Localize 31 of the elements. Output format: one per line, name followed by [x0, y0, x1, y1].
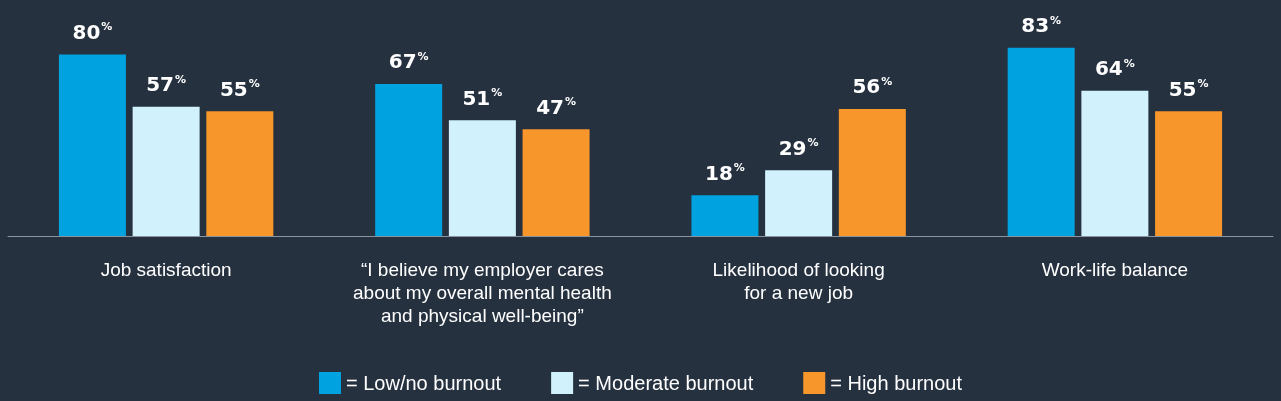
data-label: 67% [388, 49, 429, 74]
bar [1081, 90, 1149, 236]
data-label: 80% [72, 19, 113, 44]
bar [132, 106, 200, 236]
data-label: 56% [852, 74, 893, 99]
legend-label: = Low/no burnout [346, 372, 502, 394]
bar [448, 120, 516, 236]
data-label: 55% [219, 76, 260, 101]
data-label: 55% [1168, 76, 1209, 101]
bar [1007, 47, 1075, 236]
x-tick-label: Job satisfaction [100, 259, 232, 280]
data-label: 83% [1021, 13, 1062, 38]
data-label: 51% [462, 85, 503, 110]
data-label: 29% [778, 135, 819, 160]
bar [206, 111, 274, 236]
data-label: 47% [536, 94, 577, 119]
bar [522, 129, 590, 236]
bar [1155, 111, 1223, 236]
bar [838, 108, 906, 236]
legend-label: = Moderate burnout [578, 372, 754, 394]
bar [691, 195, 759, 236]
data-label: 64% [1094, 56, 1135, 81]
bar [58, 54, 126, 236]
x-tick-label: “I believe my employer cares about my overall mental health and physical well-being” [352, 259, 612, 326]
x-tick-label: Work-life balance [1041, 259, 1189, 280]
bar [765, 170, 833, 236]
x-tick-label: Likelihood of looking for a new job [712, 259, 885, 303]
bar [375, 83, 443, 236]
legend-label: = High burnout [830, 372, 963, 394]
data-label: 57% [146, 72, 187, 97]
data-label: 18% [704, 160, 745, 185]
